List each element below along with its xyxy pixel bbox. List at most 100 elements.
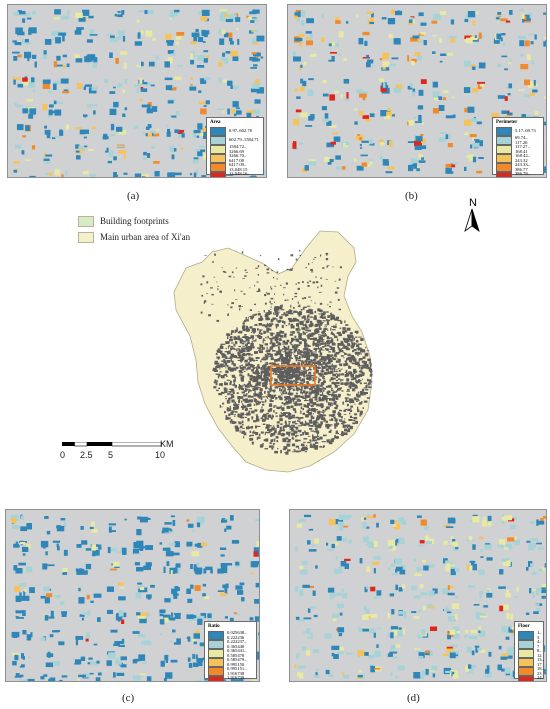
caption-c: (c) (122, 692, 135, 704)
legend-swatch (210, 136, 226, 145)
legend-swatch (210, 145, 226, 154)
urban-area-boundary (173, 230, 373, 473)
legend-swatch (496, 145, 512, 154)
legend-class-6: 24–36 (518, 675, 544, 681)
legend-label: 0.97–602.78 (229, 128, 252, 134)
legend-swatch (518, 640, 534, 649)
legend-item-urban-area: Main urban area of Xi'an (78, 229, 190, 245)
perimeter-legend-rows: 5.17–69.73 69.74–117.26 117.27–168.41 168.4… (496, 127, 540, 178)
legend-label: 5.17–69.73 (515, 128, 536, 134)
legend-label: 13,048.16–23,693.58 (229, 170, 250, 178)
legend-class-3: 8–12 (518, 647, 542, 658)
scale-tick-10: 10 (155, 450, 166, 460)
legend-swatch (208, 640, 224, 649)
legend-item-building-footprints: Building footprints (78, 213, 190, 229)
legend-label: 1.916739–5.513545 (227, 674, 247, 682)
legend-class-5: 243.33–386.77 (496, 161, 540, 172)
legend-swatch (518, 631, 534, 640)
caption-b: (b) (405, 190, 418, 202)
legend-label: 602.79–1584.71 (229, 137, 259, 143)
floor-legend: Floor 1–3 4–7 8–12 13–17 18–23 24–36 (514, 621, 544, 681)
legend-label: 69.74–117.26 (515, 134, 528, 145)
legend-swatch (518, 649, 534, 658)
legend-label: 0.365441–0.585478 (227, 647, 247, 658)
legend-label: 6417.09–13,048.15 (229, 161, 248, 172)
legend-swatch (496, 127, 512, 136)
area-legend-rows: 0.97–602.78 602.79–1584.71 1584.72–3266.69… (210, 127, 260, 178)
scale-bar: KM 0 2.5 5 10 (58, 439, 218, 461)
legend-swatch (208, 649, 224, 658)
legend-class-5: 6417.09–13,048.15 (210, 161, 260, 172)
legend-label: 386.78–964.61 (515, 170, 530, 178)
overview-legend: Building footprints Main urban area of X… (78, 213, 190, 245)
urban-area-swatch (78, 231, 94, 243)
legend-label: 13–17 (537, 656, 544, 667)
legend-label: 4–7 (537, 638, 542, 649)
building-footprints-swatch (78, 215, 94, 227)
study-area-highlight (270, 365, 316, 386)
building-footprints-label: Building footprints (100, 216, 169, 226)
legend-label: 18–23 (537, 665, 544, 676)
legend-swatch (210, 127, 226, 136)
scale-bar-graphic (62, 442, 162, 447)
scale-tick-0: 0 (60, 450, 66, 460)
legend-swatch (496, 172, 512, 177)
legend-swatch (518, 658, 534, 667)
legend-swatch (208, 667, 224, 676)
legend-swatch (496, 154, 512, 163)
legend-class-1: 5.17–69.73 (496, 127, 540, 136)
floor-map-panel: Floor 1–3 4–7 8–12 13–17 18–23 24–36 (289, 509, 547, 682)
legend-label: 0.025638–0.222236 (227, 629, 247, 640)
legend-swatch (210, 154, 226, 163)
legend-label: 168.42–243.32 (515, 152, 530, 163)
perimeter-legend: Perimeter 5.17–69.73 69.74–117.26 117.27–1… (492, 117, 544, 178)
area-legend: Area 0.97–602.78 602.79–1584.71 1584.72–32… (206, 117, 264, 178)
ratio-legend-title: Ratio (208, 624, 220, 629)
area-legend-title: Area (210, 120, 221, 125)
legend-label: 0.585479–0.995150 (227, 656, 247, 667)
ratio-map-panel: Ratio 0.025638–0.222236 0.222237–0.365440… (5, 509, 260, 682)
urban-area-label: Main urban area of Xi'an (100, 232, 191, 242)
legend-label: 117.27–168.41 (515, 143, 530, 154)
legend-label: 3266.70–6417.08 (229, 152, 247, 163)
legend-label: 24–36 (537, 674, 544, 682)
legend-class-1: 0.025638–0.222236 (208, 629, 253, 640)
scale-tick-2-5: 2.5 (80, 450, 93, 460)
legend-swatch (208, 631, 224, 640)
legend-swatch (496, 136, 512, 145)
scale-unit-label: KM (160, 439, 174, 449)
legend-class-3: 1584.72–3266.69 (210, 143, 260, 154)
legend-label: 8–12 (537, 647, 542, 658)
north-label: N (469, 197, 477, 209)
caption-d: (d) (407, 692, 420, 704)
legend-class-2: 69.74–117.26 (496, 134, 540, 145)
area-building-texture (12, 9, 266, 177)
legend-label: 243.33–386.77 (515, 161, 530, 172)
legend-swatch (208, 658, 224, 667)
north-arrow: N (460, 197, 484, 235)
legend-swatch (518, 667, 534, 676)
legend-swatch (210, 172, 226, 177)
legend-class-4: 0.585479–0.995150 (208, 656, 253, 667)
legend-class-5: 18–23 (518, 666, 544, 676)
legend-label: 1–3 (537, 629, 542, 640)
area-map-panel: Area 0.97–602.78 602.79–1584.71 1584.72–32… (7, 4, 267, 178)
building-footprints-layer (200, 250, 373, 455)
legend-class-5: 0.995151–1.916738 (208, 665, 253, 676)
legend-class-6: 13,048.16–23,693.58 (210, 170, 260, 178)
scale-tick-5: 5 (108, 450, 114, 460)
legend-swatch (496, 163, 512, 172)
legend-label: 1584.72–3266.69 (229, 143, 247, 154)
legend-class-3: 117.27–168.41 (496, 143, 540, 154)
legend-class-6: 1.916739–5.513545 (208, 674, 253, 682)
legend-label: 0.995151–1.916738 (227, 665, 247, 676)
north-arrow-icon (464, 208, 480, 233)
floor-legend-title: Floor (518, 624, 530, 629)
legend-swatch (208, 676, 224, 681)
legend-class-2: 4–7 (518, 638, 542, 649)
legend-class-2: 0.222237–0.365440 (208, 639, 253, 649)
legend-class-2: 602.79–1584.71 (210, 136, 260, 145)
perimeter-map-panel: Perimeter 5.17–69.73 69.74–117.26 117.27–1… (287, 4, 547, 178)
perimeter-legend-title: Perimeter (496, 120, 518, 125)
legend-swatch (518, 676, 534, 681)
